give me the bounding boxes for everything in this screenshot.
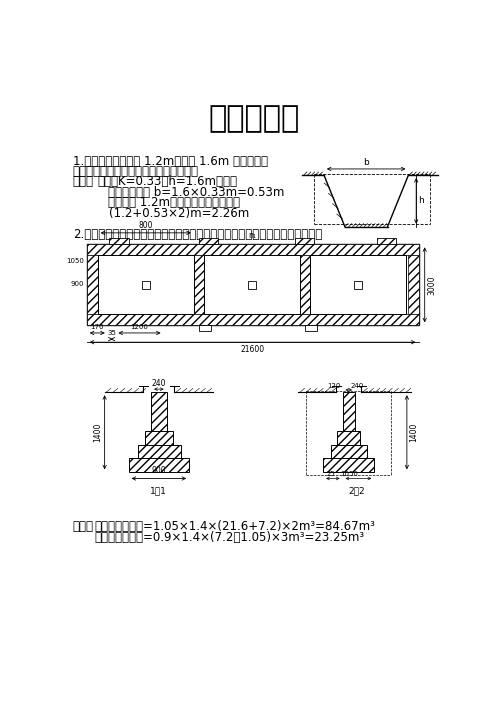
Bar bbox=[142, 281, 150, 289]
Bar bbox=[109, 238, 128, 244]
Bar bbox=[306, 325, 317, 331]
Text: 240: 240 bbox=[152, 379, 166, 388]
Bar bbox=[408, 256, 419, 314]
Bar bbox=[128, 458, 189, 472]
Text: 900: 900 bbox=[71, 282, 84, 287]
Text: 1050: 1050 bbox=[340, 471, 358, 477]
Text: 1.如下图所示，底宽 1.2m，挖深 1.6m 土质为三类: 1.如下图所示，底宽 1.2m，挖深 1.6m 土质为三类 bbox=[73, 154, 268, 168]
Text: 地槽底宽 1.2m，放坡后上口宽度为：: 地槽底宽 1.2m，放坡后上口宽度为： bbox=[109, 197, 241, 209]
Bar bbox=[295, 238, 314, 244]
Bar bbox=[323, 458, 374, 472]
Text: h: h bbox=[419, 197, 424, 206]
Text: 35: 35 bbox=[107, 330, 116, 336]
Text: 1400: 1400 bbox=[409, 423, 418, 442]
Bar bbox=[87, 244, 419, 256]
Bar bbox=[87, 314, 419, 325]
Bar bbox=[199, 238, 218, 244]
Bar bbox=[331, 444, 367, 458]
Text: 120: 120 bbox=[328, 383, 341, 389]
Bar bbox=[87, 256, 98, 314]
Bar bbox=[151, 392, 167, 431]
Text: 170: 170 bbox=[90, 324, 104, 330]
Text: 2－2: 2－2 bbox=[348, 486, 365, 495]
Bar bbox=[138, 444, 181, 458]
Bar bbox=[248, 281, 256, 289]
Text: 1050: 1050 bbox=[66, 258, 84, 264]
Text: 240: 240 bbox=[99, 258, 113, 264]
Bar bbox=[199, 325, 211, 331]
Text: 1－1: 1－1 bbox=[150, 486, 167, 495]
Text: 3000: 3000 bbox=[427, 275, 436, 295]
Text: 已知：K=0.33，h=1.6m，则：: 已知：K=0.33，h=1.6m，则： bbox=[98, 175, 238, 187]
Text: 每边放坡宽度 b=1.6×0.33m=0.53m: 每边放坡宽度 b=1.6×0.33m=0.53m bbox=[109, 185, 285, 199]
Text: 【解】: 【解】 bbox=[73, 175, 94, 187]
Text: 内墙地槽工程量=0.9×1.4×(7.2－1.05)×3m³=23.25m³: 内墙地槽工程量=0.9×1.4×(7.2－1.05)×3m³=23.25m³ bbox=[95, 531, 365, 544]
Text: (1.2+0.53×2)m=2.26m: (1.2+0.53×2)m=2.26m bbox=[109, 207, 249, 220]
Bar bbox=[343, 392, 355, 431]
Bar bbox=[98, 256, 194, 314]
Text: 900: 900 bbox=[152, 466, 166, 475]
Text: 2.某地槽开挖如下图所示，不放坡，不设工作面，三类土，试计算其综合基价。: 2.某地槽开挖如下图所示，不放坡，不设工作面，三类土，试计算其综合基价。 bbox=[73, 228, 322, 241]
Bar bbox=[310, 256, 406, 314]
Bar bbox=[300, 256, 310, 314]
Bar bbox=[194, 256, 204, 314]
Text: b: b bbox=[363, 158, 369, 166]
Text: 800: 800 bbox=[138, 220, 153, 230]
Bar bbox=[354, 281, 362, 289]
Bar bbox=[204, 256, 300, 314]
Bar bbox=[145, 431, 173, 444]
Text: 土石方工程: 土石方工程 bbox=[209, 105, 300, 133]
Text: 1400: 1400 bbox=[93, 423, 102, 442]
Text: 240: 240 bbox=[350, 383, 364, 389]
Text: n₁: n₁ bbox=[248, 232, 256, 240]
Text: 240: 240 bbox=[99, 265, 113, 270]
Bar bbox=[337, 431, 361, 444]
Text: 外墙地槽工程量=1.05×1.4×(21.6+7.2)×2m³=84.67m³: 外墙地槽工程量=1.05×1.4×(21.6+7.2)×2m³=84.67m³ bbox=[95, 520, 375, 534]
Text: 土，求人工挖地槽两侧边坡各放宽多少？: 土，求人工挖地槽两侧边坡各放宽多少？ bbox=[73, 165, 199, 178]
Bar bbox=[376, 238, 396, 244]
Text: 25: 25 bbox=[326, 471, 335, 477]
Text: 【解】: 【解】 bbox=[73, 520, 94, 534]
Text: 21600: 21600 bbox=[241, 345, 265, 355]
Text: 1200: 1200 bbox=[130, 324, 148, 330]
Bar bbox=[87, 244, 419, 325]
